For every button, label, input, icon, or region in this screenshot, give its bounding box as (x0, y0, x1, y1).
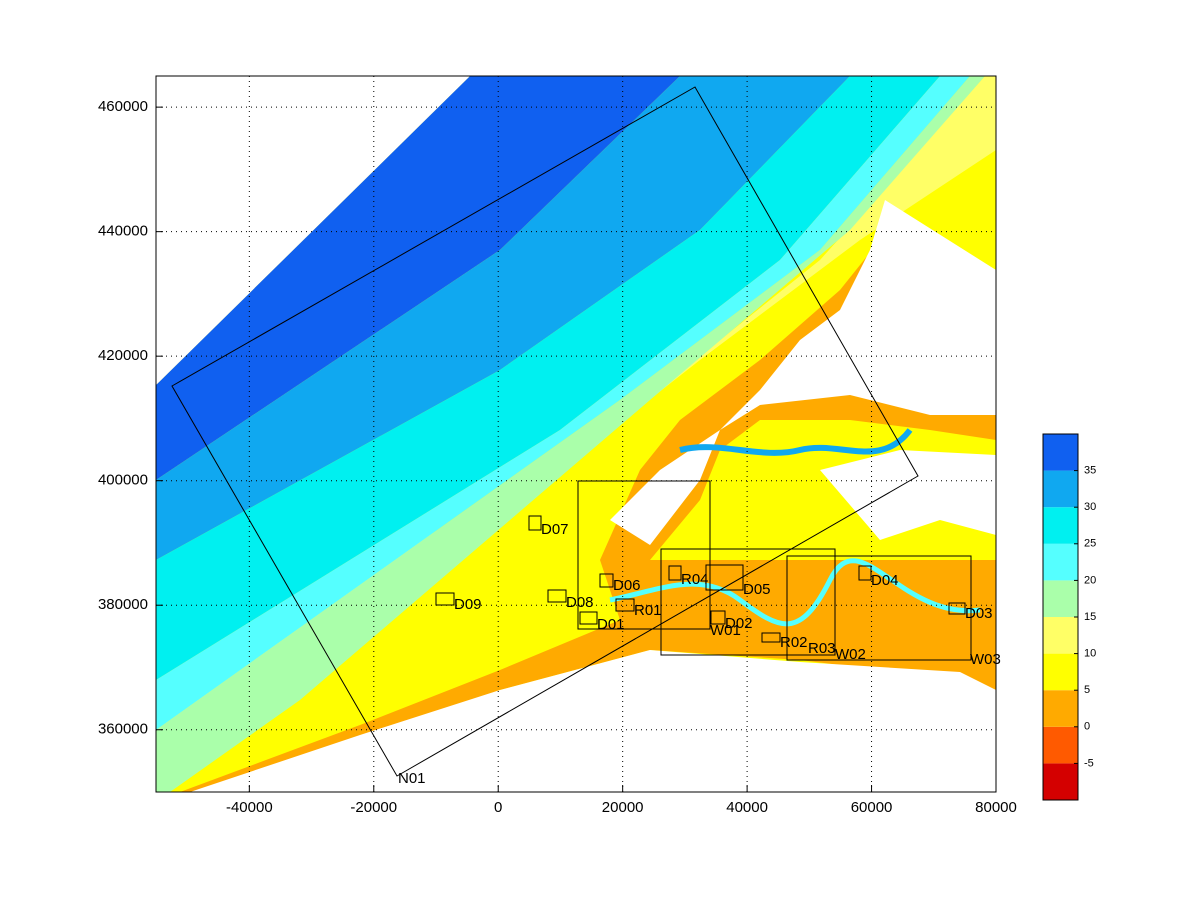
land (610, 200, 996, 545)
x-tick-label: 60000 (851, 799, 893, 816)
sea-deep (156, 76, 680, 480)
station-label: D06 (613, 577, 641, 594)
colorbar-label: 35 (1084, 465, 1096, 477)
x-tick-label: -20000 (350, 799, 397, 816)
station-label: R01 (634, 602, 662, 619)
station-box (705, 564, 744, 591)
subdomain (660, 548, 836, 656)
bathymetry (156, 76, 996, 792)
x-tick-label: 80000 (975, 799, 1017, 816)
x-tick-label: 40000 (726, 799, 768, 816)
colorbar: -5 0 5 10 15 20 25 30 35 (1042, 433, 1096, 801)
colorbar-band (1043, 434, 1078, 471)
channel (609, 558, 981, 627)
colorbar-band (1043, 580, 1078, 617)
stations: D07 D06 D08 D09 R01 D01 R04 D05 D02 W01 … (435, 515, 1001, 668)
station-label: D08 (566, 594, 594, 611)
station-box (528, 515, 542, 531)
colorbar-band (1043, 726, 1078, 764)
colorbar-label: 10 (1084, 648, 1096, 660)
station-box (710, 610, 726, 625)
station-label: D01 (597, 616, 625, 633)
colorbar-band (1043, 653, 1078, 691)
y-tick-label: 420000 (98, 347, 148, 364)
x-tick-label: -40000 (226, 799, 273, 816)
subdomain (577, 480, 711, 630)
domain-label: N01 (398, 770, 426, 787)
colorbar-label: 5 (1084, 684, 1090, 696)
y-tick-label: 460000 (98, 98, 148, 115)
station-label: D02 (725, 615, 753, 632)
station-box (948, 602, 966, 615)
x-tick-label: 0 (494, 799, 502, 816)
station-label: D03 (965, 605, 993, 622)
colorbar-band (1043, 617, 1078, 654)
sea-band (156, 76, 850, 560)
y-tick-label: 400000 (98, 472, 148, 489)
colorbar-label: 25 (1084, 538, 1096, 550)
station-label: R04 (681, 571, 709, 588)
station-box (435, 592, 455, 606)
station-label: W01 (710, 622, 741, 639)
sea-band (156, 76, 985, 792)
colorbar-label: 15 (1084, 611, 1096, 623)
colorbar-band (1043, 690, 1078, 727)
y-tick-label: 380000 (98, 596, 148, 613)
station-label: W03 (970, 651, 1001, 668)
station-box (668, 565, 682, 581)
subdomain (786, 555, 972, 661)
grid (156, 76, 997, 792)
station-label: D04 (871, 572, 899, 589)
colorbar-label: 30 (1084, 501, 1096, 513)
station-label: D09 (454, 596, 482, 613)
station-box (599, 573, 614, 588)
station-box (547, 589, 567, 603)
land (820, 450, 996, 540)
colorbar-label: 0 (1084, 721, 1090, 733)
station-label: R03 (808, 640, 836, 657)
y-tick-label: 360000 (98, 721, 148, 738)
colorbar-label: 20 (1084, 574, 1096, 586)
sea-band (156, 76, 970, 730)
colorbar-band (1043, 763, 1078, 800)
outside-domain (156, 76, 470, 385)
station-box (579, 611, 598, 625)
land (190, 650, 996, 792)
station-label: D07 (541, 521, 569, 538)
colorbar-band (1043, 507, 1078, 544)
station-label: R02 (780, 634, 808, 651)
station-label: D05 (743, 581, 771, 598)
colorbar-band (1043, 543, 1078, 581)
station-box (858, 565, 872, 581)
colorbar-label: -5 (1084, 757, 1094, 769)
station-box (761, 632, 781, 643)
model-domain (171, 86, 919, 777)
sea-band (156, 76, 940, 680)
station-box (615, 598, 635, 612)
channel (679, 428, 913, 456)
colorbar-band (1043, 470, 1078, 508)
y-tick-label: 440000 (98, 223, 148, 240)
plot-frame (155, 75, 997, 793)
station-label: W02 (835, 646, 866, 663)
x-tick-label: 20000 (602, 799, 644, 816)
